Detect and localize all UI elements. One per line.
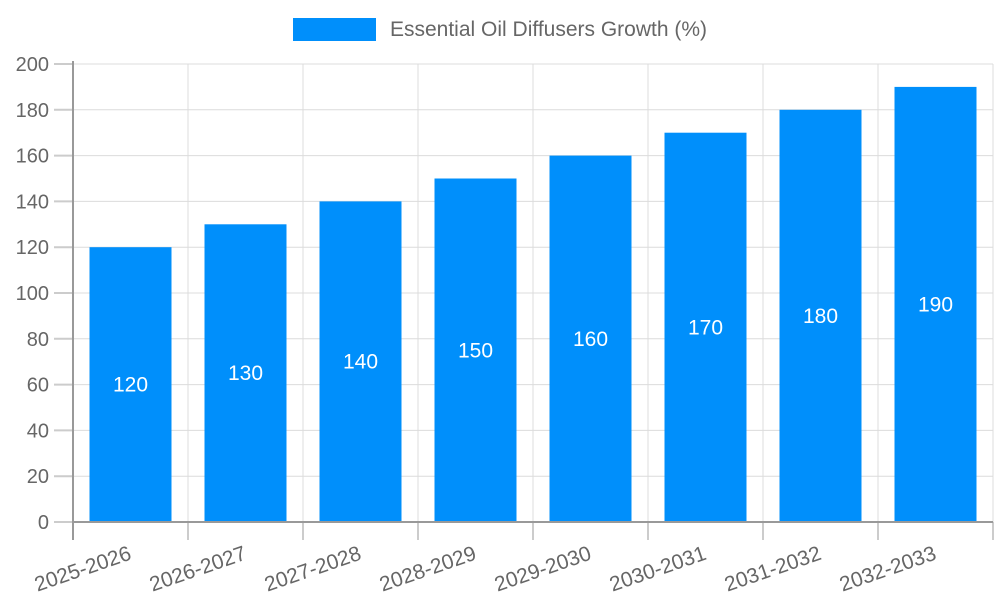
bar[interactable] — [434, 178, 517, 522]
bar[interactable] — [89, 247, 172, 521]
y-tick-label: 40 — [27, 420, 49, 442]
legend-swatch — [292, 18, 376, 41]
y-tick-label: 100 — [16, 283, 49, 305]
bar-value-label: 190 — [918, 293, 953, 316]
y-tick-label: 0 — [38, 512, 49, 534]
y-tick-label: 80 — [27, 329, 49, 351]
x-tick-label: 2028-2029 — [377, 542, 479, 596]
bar-value-label: 180 — [803, 305, 838, 328]
bar-value-label: 170 — [688, 316, 723, 339]
y-tick-label: 120 — [16, 237, 49, 259]
bar-value-label: 150 — [458, 339, 493, 362]
legend[interactable]: Essential Oil Diffusers Growth (%) — [0, 18, 1000, 41]
x-tick-label: 2031-2032 — [722, 542, 824, 596]
legend-label: Essential Oil Diffusers Growth (%) — [389, 18, 708, 41]
bar[interactable] — [549, 155, 632, 521]
x-tick-label: 2027-2028 — [262, 542, 364, 596]
y-tick-label: 180 — [16, 100, 49, 122]
bar[interactable] — [779, 109, 862, 522]
y-tick-label: 20 — [27, 466, 49, 488]
bar[interactable] — [204, 224, 287, 522]
y-tick-label: 60 — [27, 375, 49, 397]
bar[interactable] — [319, 201, 402, 521]
x-tick-label: 2032-2033 — [837, 542, 939, 596]
bar-value-label: 160 — [573, 328, 608, 351]
y-tick-label: 140 — [16, 191, 49, 213]
bar-value-label: 130 — [228, 362, 263, 385]
y-tick-label: 200 — [16, 54, 49, 76]
bar-value-label: 140 — [343, 351, 378, 374]
bar[interactable] — [664, 132, 747, 521]
bar-value-label: 120 — [113, 374, 148, 397]
bar[interactable] — [894, 86, 977, 522]
x-tick-label: 2029-2030 — [492, 542, 594, 596]
y-tick-label: 160 — [16, 146, 49, 168]
x-tick-label: 2026-2027 — [147, 542, 249, 596]
x-tick-label: 2030-2031 — [607, 542, 709, 596]
x-tick-label: 2025-2026 — [32, 542, 134, 596]
